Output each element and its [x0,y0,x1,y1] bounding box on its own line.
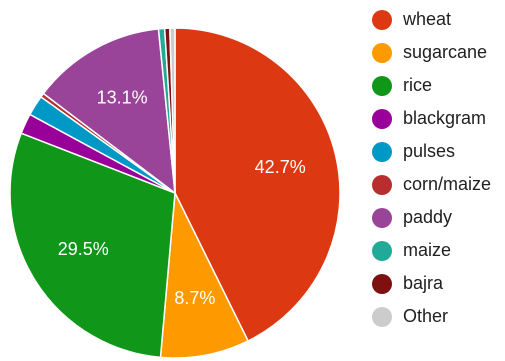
legend-label-other: Other [403,306,449,326]
legend-swatch-paddy [372,207,392,228]
pie-slice-other [169,27,176,194]
legend-item-paddy: paddy [372,201,491,234]
legend-swatch-maize [372,240,392,261]
legend-item-maize: maize [372,234,491,267]
legend-swatch-blackgram [372,108,392,129]
legend-swatch-wheat [372,9,392,30]
legend-item-sugarcane: sugarcane [372,36,491,69]
pie-slice-wheat [174,27,341,342]
legend-swatch-bajra [372,273,392,294]
pie-slice-sugarcane [159,190,250,359]
legend-label-sugarcane: sugarcane [403,42,488,62]
legend-label-wheat: wheat [403,9,452,29]
legend-swatch-corn-maize [372,174,392,195]
legend-item-wheat: wheat [372,3,491,36]
legend-label-bajra: bajra [403,273,444,293]
legend-swatch-other [372,306,392,327]
legend-label-corn-maize: corn/maize [403,174,492,194]
legend-item-blackgram: blackgram [372,102,491,135]
legend-item-other: Other [372,300,491,333]
legend-swatch-pulses [372,141,392,162]
legend-label-blackgram: blackgram [403,108,487,128]
legend-item-pulses: pulses [372,135,491,168]
legend-item-rice: rice [372,69,491,102]
legend-label-pulses: pulses [403,141,456,161]
legend-item-bajra: bajra [372,267,491,300]
legend-label-rice: rice [403,75,433,95]
legend-item-corn-maize: corn/maize [372,168,491,201]
legend-swatch-rice [372,75,392,96]
pie-label-sugarcane: 8.7% [174,288,215,308]
pie-label-rice: 29.5% [58,239,109,259]
pie-label-paddy: 13.1% [97,88,148,108]
pie-slices [9,27,341,359]
pie-slice-rice [9,132,176,359]
pie-percent-labels: 42.7% 8.7% 29.5% 13.1% [58,88,306,308]
legend-swatch-sugarcane [372,42,392,63]
legend-label-paddy: paddy [403,207,453,227]
legend-label-maize: maize [403,240,452,260]
chart-legend: wheat sugarcane rice blackgram pulses corn/ma… [372,3,491,333]
pie-slice-paddy [42,28,176,195]
pie-label-wheat: 42.7% [255,157,306,177]
